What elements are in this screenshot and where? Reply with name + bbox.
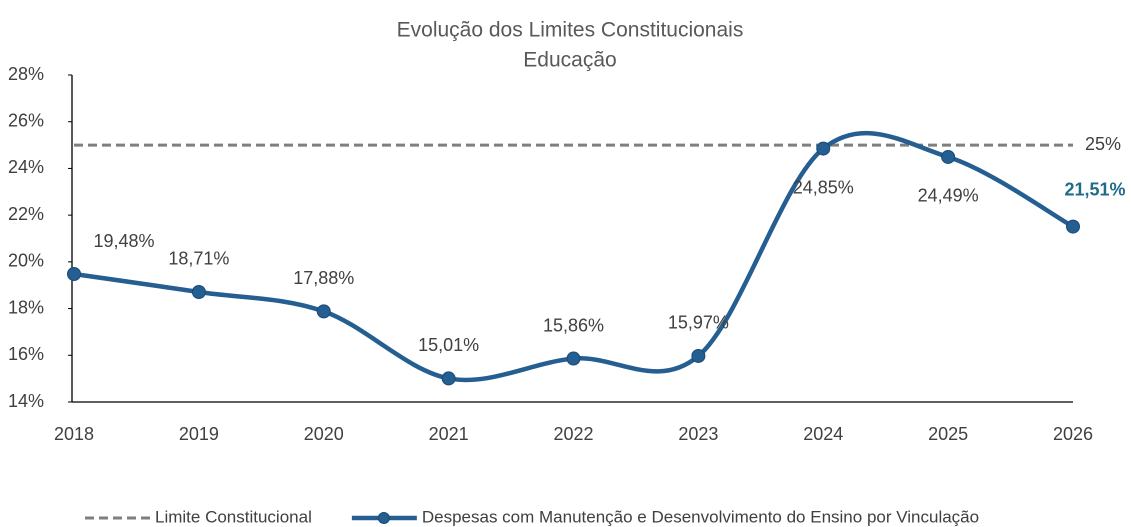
marker bbox=[941, 149, 956, 164]
data-label: 19,48% bbox=[93, 231, 154, 251]
y-tick-label: 28% bbox=[8, 64, 44, 84]
marker bbox=[816, 141, 831, 156]
y-tick-label: 18% bbox=[8, 297, 44, 317]
series-line bbox=[73, 130, 1075, 383]
y-tick-label: 14% bbox=[8, 391, 44, 411]
legend-marker bbox=[377, 512, 390, 524]
data-label: 15,86% bbox=[543, 315, 604, 335]
data-label: 25% bbox=[1085, 134, 1121, 154]
data-label: 15,01% bbox=[418, 335, 479, 355]
marker bbox=[441, 371, 456, 386]
chart-subtitle: Educação bbox=[523, 49, 616, 72]
y-tick-label: 20% bbox=[8, 251, 44, 271]
y-tick-label: 22% bbox=[8, 204, 44, 224]
x-tick-label: 2019 bbox=[179, 424, 219, 444]
y-tick-label: 26% bbox=[8, 110, 44, 130]
data-label: 24,85% bbox=[793, 177, 854, 197]
legend-label: Limite Constitucional bbox=[155, 507, 312, 526]
marker bbox=[316, 304, 331, 319]
marker bbox=[67, 267, 81, 282]
legend-label: Despesas com Manutenção e Desenvolviment… bbox=[422, 507, 979, 526]
x-tick-label: 2018 bbox=[54, 424, 94, 444]
x-tick-label: 2024 bbox=[803, 424, 843, 444]
data-label: 15,97% bbox=[668, 313, 729, 333]
chart-title: Evolução dos Limites Constitucionais bbox=[397, 19, 744, 42]
x-tick-label: 2022 bbox=[553, 424, 593, 444]
x-tick-label: 2025 bbox=[928, 424, 968, 444]
marker bbox=[691, 348, 706, 363]
marker bbox=[1066, 219, 1080, 234]
x-tick-label: 2020 bbox=[304, 424, 344, 444]
data-label: 17,88% bbox=[293, 268, 354, 288]
x-tick-label: 2026 bbox=[1053, 424, 1093, 444]
data-label: 21,51% bbox=[1064, 179, 1125, 199]
y-tick-label: 24% bbox=[8, 157, 44, 177]
x-tick-label: 2023 bbox=[678, 424, 718, 444]
data-label: 18,71% bbox=[168, 249, 229, 269]
marker bbox=[566, 351, 581, 366]
y-tick-label: 16% bbox=[8, 344, 44, 364]
marker bbox=[191, 284, 206, 299]
x-tick-label: 2021 bbox=[429, 424, 469, 444]
data-label: 24,49% bbox=[918, 186, 979, 206]
